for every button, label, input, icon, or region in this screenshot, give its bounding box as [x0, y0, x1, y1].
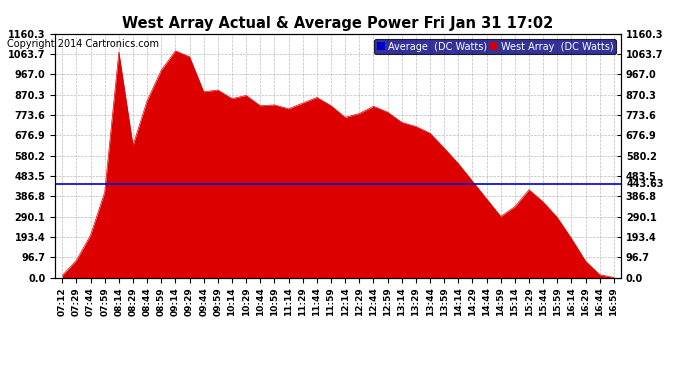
Text: Copyright 2014 Cartronics.com: Copyright 2014 Cartronics.com — [7, 39, 159, 50]
Legend: Average  (DC Watts), West Array  (DC Watts): Average (DC Watts), West Array (DC Watts… — [374, 39, 616, 54]
Text: 443.63: 443.63 — [627, 179, 664, 189]
Title: West Array Actual & Average Power Fri Jan 31 17:02: West Array Actual & Average Power Fri Ja… — [122, 16, 553, 31]
